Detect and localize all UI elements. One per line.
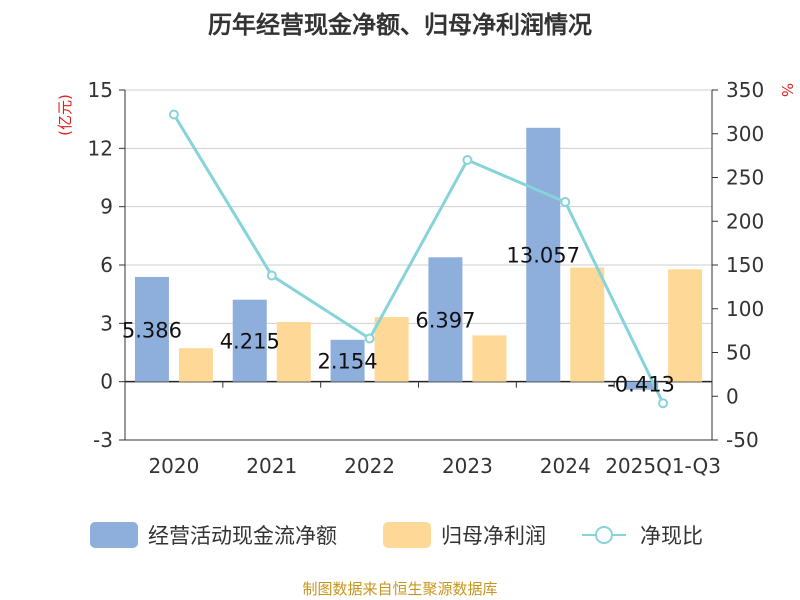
right-tick-label: 0 [726, 384, 739, 408]
netprofit-bar [570, 267, 605, 382]
data-labels: 5.386 4.215 2.154 6.397 13.057 -0.413 [122, 244, 675, 397]
legend-label: 经营活动现金流净额 [148, 524, 337, 548]
cashflow-bar [134, 276, 169, 382]
x-tick-label: 2024 [540, 454, 591, 478]
left-tick-label: 6 [100, 253, 113, 277]
netprofit-bar [178, 348, 213, 382]
left-tick-label: -3 [93, 428, 113, 452]
ratio-point [658, 398, 669, 409]
left-tick-label: 0 [100, 370, 113, 394]
data-label: 5.386 [122, 318, 182, 342]
data-label: -0.413 [607, 373, 675, 397]
ratio-point [560, 197, 571, 207]
axes: -3 0 3 6 9 12 15 -50 0 50 100 150 200 250 300 350 2020 20… [88, 78, 765, 478]
data-label: 2.154 [318, 350, 378, 374]
chart-title: 历年经营现金净额、归母净利润情况 [208, 11, 592, 39]
cashflow-bar [428, 257, 463, 382]
left-tick-label: 15 [88, 78, 113, 102]
x-tick-label: 2025Q1-Q3 [605, 454, 721, 478]
left-tick-label: 9 [100, 195, 113, 219]
right-tick-label: 100 [726, 297, 764, 321]
ratio-point [266, 270, 277, 281]
right-tick-label: 200 [726, 209, 764, 233]
legend: 经营活动现金流净额 归母净利润 净现比 [90, 522, 703, 548]
x-tick-label: 2022 [344, 454, 395, 478]
ratio-line [168, 109, 669, 409]
source-note: 制图数据来自恒生聚源数据库 [302, 580, 497, 598]
right-tick-label: -50 [726, 428, 759, 452]
x-tick-label: 2023 [442, 454, 493, 478]
netprofit-bar [668, 269, 703, 382]
right-tick-label: 300 [726, 122, 764, 146]
netprofit-bar [472, 335, 507, 382]
ratio-point [462, 155, 473, 165]
legend-swatch [90, 522, 138, 548]
legend-label: 净现比 [640, 524, 703, 548]
cashflow-bar [526, 127, 561, 382]
left-axis-unit: (亿元) [56, 94, 74, 136]
cashflow-bar [330, 339, 365, 382]
right-tick-label: 50 [726, 341, 751, 365]
netprofit-bar [374, 317, 409, 382]
x-tick-label: 2020 [148, 454, 199, 478]
legend-swatch [383, 522, 431, 548]
cashflow-bar [624, 381, 659, 390]
right-tick-label: 250 [726, 166, 764, 190]
ratio-line-path [172, 113, 665, 404]
left-tick-label: 12 [88, 136, 113, 160]
x-tick-label: 2021 [246, 454, 297, 478]
right-axis-unit: % [778, 83, 796, 97]
legend-label: 归母净利润 [441, 524, 546, 548]
ratio-point [168, 109, 179, 120]
data-label: 4.215 [220, 330, 280, 354]
data-label: 13.057 [507, 244, 580, 268]
cashflow-bar [232, 299, 267, 382]
bars [134, 127, 703, 390]
ratio-point [364, 333, 375, 344]
right-tick-label: 350 [726, 78, 764, 102]
netprofit-bar [276, 321, 311, 382]
right-tick-label: 150 [726, 253, 764, 277]
left-tick-label: 3 [100, 311, 113, 335]
data-label: 6.397 [415, 308, 475, 332]
legend-marker [595, 526, 613, 544]
